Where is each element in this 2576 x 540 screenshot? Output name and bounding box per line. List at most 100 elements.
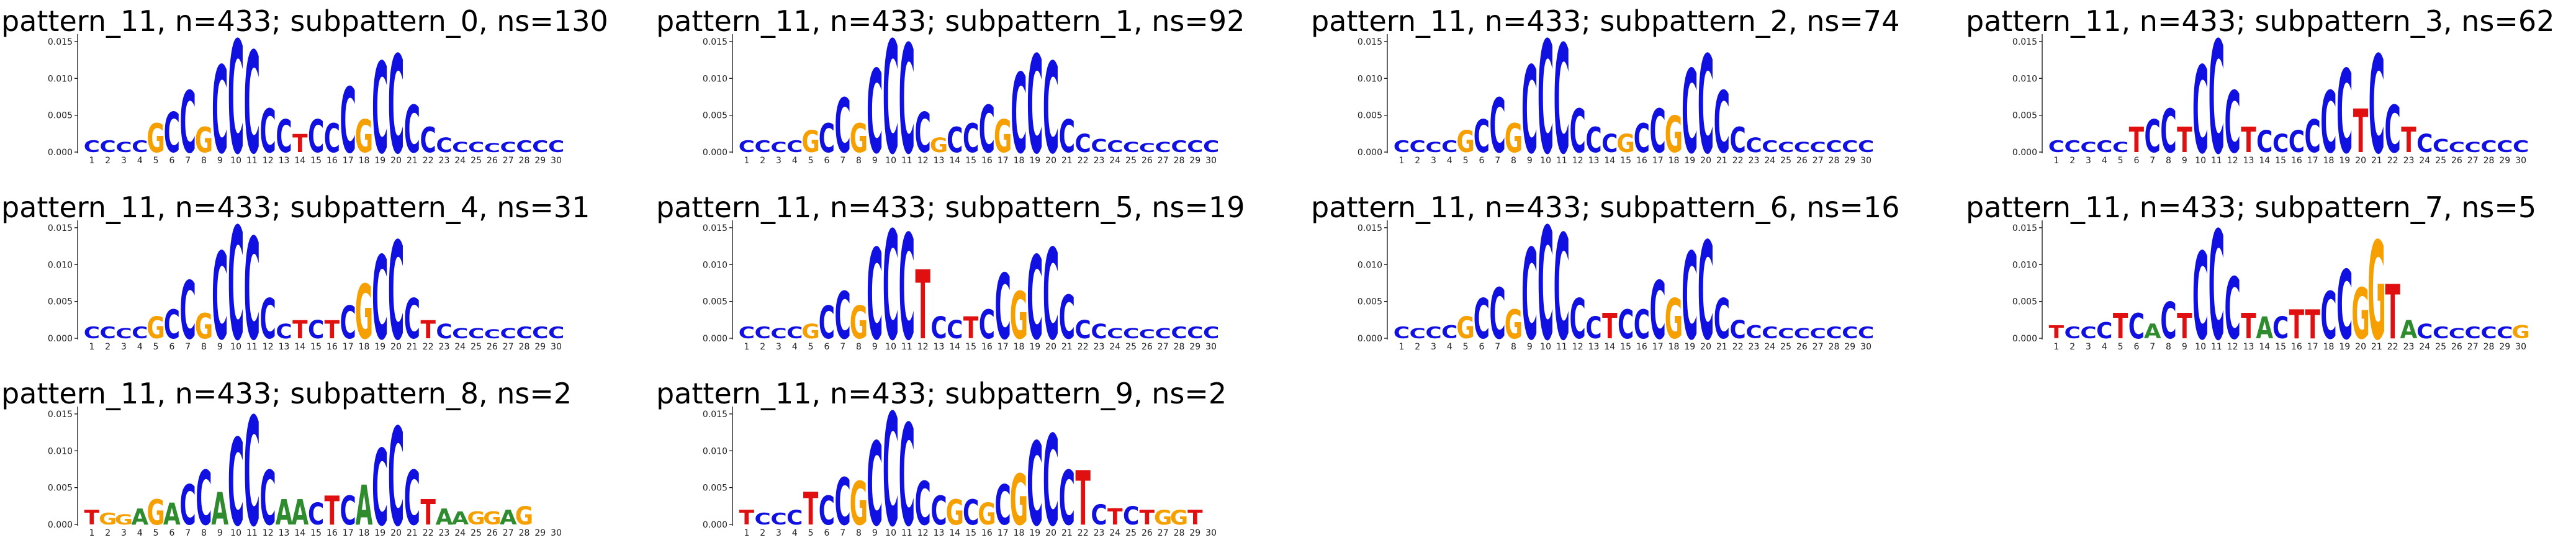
x-tick-label: 21 bbox=[407, 528, 418, 538]
x-tick-label: 7 bbox=[840, 528, 845, 538]
x-tick-label: 10 bbox=[2195, 156, 2206, 166]
x-tick-label: 11 bbox=[1556, 342, 1567, 352]
y-tick-label: 0.010 bbox=[2012, 260, 2037, 270]
logo-letter-C: C bbox=[1858, 138, 1874, 156]
logo-letter-C: C bbox=[1745, 322, 1762, 343]
logo-letter-C: C bbox=[2192, 227, 2209, 367]
logo-letter-C: C bbox=[2225, 259, 2241, 359]
x-tick-label: 21 bbox=[1716, 156, 1727, 166]
logo-letter-C: C bbox=[930, 312, 947, 346]
logo-letter-G: G bbox=[195, 307, 213, 348]
logo-letter-T: T bbox=[2241, 120, 2256, 161]
logo-letter-C: C bbox=[1858, 324, 1874, 343]
x-tick-label: 9 bbox=[1527, 156, 1533, 166]
logo-letter-C: C bbox=[1123, 326, 1139, 342]
x-tick-label: 2 bbox=[105, 342, 110, 352]
x-tick-label: 24 bbox=[1109, 528, 1120, 538]
logo-letter-C: C bbox=[2513, 138, 2529, 156]
x-tick-label: 8 bbox=[201, 156, 207, 166]
logo-letter-C: C bbox=[484, 141, 500, 155]
x-tick-label: 6 bbox=[169, 342, 174, 352]
logo-letter-C: C bbox=[835, 83, 851, 170]
x-tick-label: 3 bbox=[776, 528, 781, 538]
logo-letter-C: C bbox=[468, 140, 484, 156]
x-tick-label: 2 bbox=[2069, 156, 2075, 166]
x-tick-label: 25 bbox=[471, 342, 482, 352]
logo-letter-C: C bbox=[1425, 324, 1441, 343]
logo-letter-C: C bbox=[995, 473, 1011, 538]
logo-letter-C: C bbox=[84, 324, 100, 343]
panel-title: pattern_11, n=433; subpattern_3, ns=62 bbox=[1966, 4, 2554, 38]
logo-panel-1: pattern_11, n=433; subpattern_1, ns=920.… bbox=[656, 4, 1245, 189]
logo-letter-C: C bbox=[1075, 129, 1091, 158]
logo-letter-C: C bbox=[2497, 138, 2513, 156]
logo-letter-G: G bbox=[1170, 506, 1188, 530]
x-tick-label: 30 bbox=[1205, 342, 1217, 352]
logo-letter-C: C bbox=[484, 327, 500, 341]
x-tick-label: 14 bbox=[294, 156, 305, 166]
logo-letter-G: G bbox=[99, 510, 117, 529]
x-tick-label: 25 bbox=[1780, 156, 1791, 166]
logo-letter-C: C bbox=[1634, 302, 1650, 348]
logo-letter-C: C bbox=[308, 315, 324, 344]
logo-letter-C: C bbox=[100, 138, 116, 156]
logo-letter-C: C bbox=[420, 120, 436, 161]
logo-letter-C: C bbox=[2272, 129, 2289, 158]
x-tick-label: 12 bbox=[2227, 156, 2238, 166]
x-tick-label: 18 bbox=[359, 528, 370, 538]
x-tick-label: 27 bbox=[1158, 528, 1169, 538]
x-tick-label: 5 bbox=[2118, 156, 2123, 166]
x-tick-label: 6 bbox=[2133, 156, 2139, 166]
logo-letter-C: C bbox=[786, 138, 803, 156]
x-tick-label: 10 bbox=[230, 156, 241, 166]
x-tick-label: 4 bbox=[137, 528, 143, 538]
x-tick-label: 23 bbox=[2403, 156, 2415, 166]
logo-letter-C: C bbox=[2225, 73, 2241, 173]
x-tick-label: 15 bbox=[2275, 342, 2286, 352]
x-tick-label: 13 bbox=[2243, 156, 2254, 166]
logo-letter-A: A bbox=[436, 505, 453, 530]
x-tick-label: 11 bbox=[901, 528, 912, 538]
x-tick-label: 6 bbox=[1479, 156, 1484, 166]
x-tick-label: 17 bbox=[998, 156, 1009, 166]
logo-letter-C: C bbox=[2065, 138, 2081, 156]
x-tick-label: 14 bbox=[294, 528, 305, 538]
x-tick-label: 23 bbox=[439, 342, 450, 352]
y-tick-label: 0.000 bbox=[48, 520, 73, 530]
x-tick-label: 28 bbox=[2484, 342, 2495, 352]
logo-letter-C: C bbox=[770, 510, 786, 529]
x-tick-label: 2 bbox=[1415, 156, 1420, 166]
y-tick-label: 0.010 bbox=[703, 446, 727, 456]
x-tick-label: 18 bbox=[359, 342, 370, 352]
y-tick-label: 0.010 bbox=[48, 260, 73, 270]
x-tick-label: 26 bbox=[1142, 342, 1153, 352]
logo-panel-9: pattern_11, n=433; subpattern_9, ns=20.0… bbox=[656, 377, 1227, 540]
x-tick-label: 6 bbox=[169, 156, 174, 166]
logo-letter-C: C bbox=[1538, 195, 1554, 375]
logo-letter-C: C bbox=[770, 326, 786, 342]
logo-letter-C: C bbox=[755, 510, 771, 529]
logo-letter-C: C bbox=[548, 324, 564, 343]
logo-letter-C: C bbox=[1698, 214, 1714, 371]
logo-letter-C: C bbox=[1187, 324, 1203, 343]
x-tick-label: 22 bbox=[1078, 342, 1089, 352]
logo-letter-C: C bbox=[1794, 140, 1810, 156]
x-tick-label: 15 bbox=[1620, 156, 1631, 166]
x-tick-label: 5 bbox=[808, 342, 814, 352]
logo-letter-C: C bbox=[372, 428, 388, 540]
y-tick-label: 0.015 bbox=[2012, 37, 2037, 47]
x-tick-label: 24 bbox=[454, 342, 466, 352]
logo-letter-C: C bbox=[2385, 93, 2401, 168]
x-tick-label: 6 bbox=[2133, 342, 2139, 352]
logo-letter-C: C bbox=[115, 326, 132, 342]
logo-letter-C: C bbox=[770, 140, 786, 156]
logo-letter-C: C bbox=[452, 140, 468, 156]
logo-letter-C: C bbox=[436, 320, 452, 344]
logo-letter-G: G bbox=[2511, 322, 2529, 343]
y-tick-label: 0.000 bbox=[703, 334, 727, 344]
logo-letter-C: C bbox=[1714, 287, 1730, 351]
logo-letter-A: A bbox=[131, 505, 148, 530]
logo-letter-C: C bbox=[1521, 222, 1538, 367]
x-tick-label: 29 bbox=[1189, 528, 1200, 538]
logo-letter-C: C bbox=[340, 297, 356, 349]
